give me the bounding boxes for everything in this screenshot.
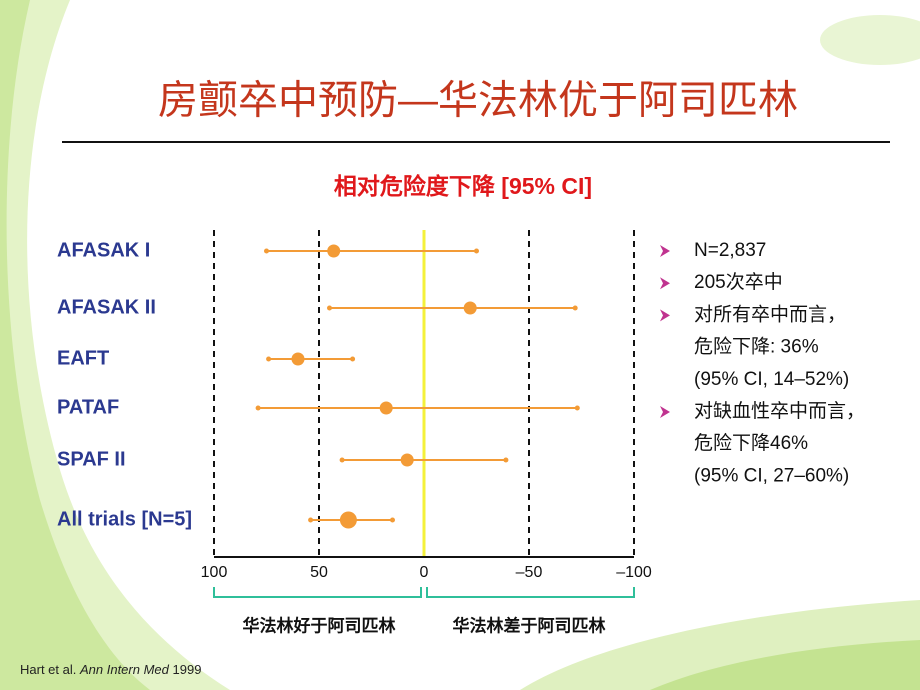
- slide-title: 房颤卒中预防—华法林优于阿司匹林: [158, 79, 798, 123]
- citation-year: 1999: [173, 662, 202, 677]
- x-tick-label: –50: [516, 564, 543, 581]
- ci-end: [390, 517, 395, 523]
- bracket-label: 华法林差于阿司匹林: [453, 615, 606, 635]
- point: [379, 401, 393, 415]
- ci-end: [266, 356, 272, 362]
- point: [327, 244, 341, 258]
- chart-title: 相对危险度下降 [95% CI]: [334, 173, 592, 199]
- point: [463, 301, 477, 315]
- ci-end: [264, 248, 269, 254]
- ci-end: [574, 405, 580, 411]
- category-label: All trials [N=5]: [57, 508, 192, 530]
- ci-end: [327, 305, 332, 311]
- ci-end: [255, 405, 261, 411]
- ci-end: [474, 248, 479, 254]
- category-label: EAFT: [57, 347, 109, 369]
- bullet-text: 对缺血性卒中而言，: [694, 400, 865, 422]
- citation-journal: Ann Intern Med: [79, 662, 170, 677]
- bullet-arrow: [660, 406, 670, 418]
- bracket-label: 华法林好于阿司匹林: [243, 615, 396, 635]
- category-label: SPAF II: [57, 448, 126, 470]
- ci-end: [503, 457, 509, 463]
- x-tick-label: 50: [310, 564, 328, 581]
- decoration: [650, 640, 920, 690]
- bullet-text: (95% CI, 27–60%): [694, 465, 849, 486]
- decoration: [0, 0, 230, 690]
- x-tick-label: 100: [201, 564, 228, 581]
- bullet-text: N=2,837: [694, 240, 766, 261]
- bullet-arrow: [660, 309, 670, 322]
- point: [339, 511, 357, 529]
- x-tick-label: 0: [420, 564, 429, 581]
- point: [400, 453, 414, 467]
- bullet-text: 危险下降46%: [694, 432, 808, 454]
- x-tick-label: –100: [616, 564, 652, 581]
- bullet-text: 205次卒中: [694, 271, 783, 293]
- category-label: AFASAK II: [57, 296, 156, 318]
- ci-end: [350, 356, 356, 362]
- bullet-text: 对所有卒中而言，: [694, 303, 846, 325]
- citation-authors: Hart et al.: [20, 662, 76, 677]
- point: [291, 352, 305, 366]
- citation: Hart et al. Ann Intern Med 1999: [20, 662, 201, 677]
- ci-end: [339, 457, 345, 463]
- decoration: [0, 0, 150, 690]
- category-label: PATAF: [57, 396, 119, 418]
- bullet-arrow: [660, 277, 670, 290]
- bullet-text: 危险下降: 36%: [694, 336, 819, 358]
- bullet-text: (95% CI, 14–52%): [694, 369, 849, 390]
- ci-end: [572, 305, 578, 311]
- bullet-arrow: [660, 245, 670, 257]
- bracket: [213, 587, 422, 598]
- bracket: [426, 587, 635, 598]
- decoration: [820, 15, 920, 65]
- category-label: AFASAK I: [57, 239, 150, 261]
- ci-end: [308, 517, 314, 523]
